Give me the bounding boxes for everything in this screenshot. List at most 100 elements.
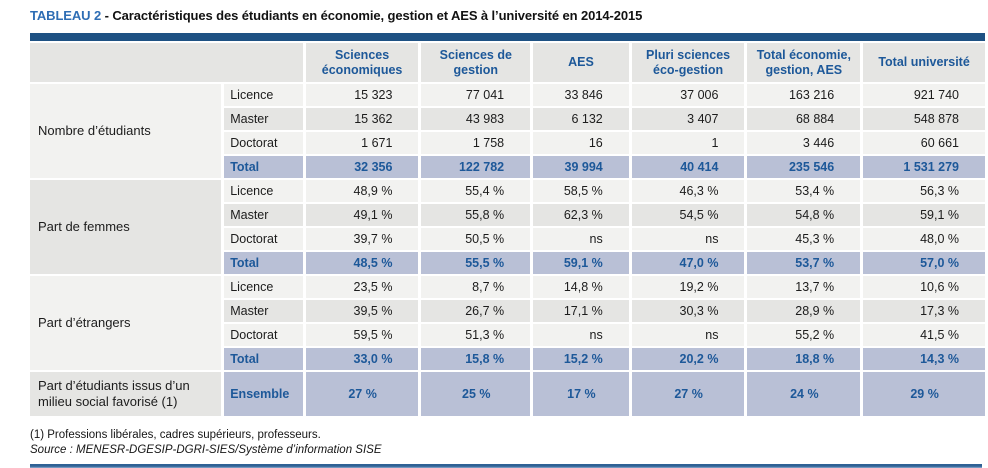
table-top-bar (30, 33, 985, 41)
column-header-aes: AES (533, 43, 629, 82)
value-cell: 122 782 (421, 156, 531, 178)
footnotes: (1) Professions libérales, cadres supéri… (30, 428, 988, 458)
value-cell: ns (533, 324, 629, 346)
value-cell: 15,2 % (533, 348, 629, 370)
value-cell: 55,8 % (421, 204, 531, 226)
row-label: Total (224, 348, 303, 370)
row-group-label: Part de femmes (30, 180, 222, 274)
value-cell: 56,3 % (863, 180, 985, 202)
row-label: Master (224, 108, 303, 130)
footnote-1: (1) Professions libérales, cadres supéri… (30, 429, 321, 441)
value-cell: 25 % (421, 372, 531, 416)
value-cell: 53,4 % (747, 180, 861, 202)
value-cell: ns (533, 228, 629, 250)
table-row: Part d’étrangers Licence 23,5 % 8,7 % 14,8 %… (30, 276, 985, 370)
value-cell: 16 (533, 132, 629, 154)
value-cell: 3 446 (747, 132, 861, 154)
value-cell: 33,0 % (305, 348, 419, 370)
value-cell: 18,8 % (747, 348, 861, 370)
row-label: Doctorat (224, 132, 303, 154)
value-cell: 19,2 % (631, 276, 745, 298)
row-group-label: Part d’étrangers (30, 276, 222, 370)
value-cell: 47,0 % (631, 252, 745, 274)
row-label: Ensemble (224, 372, 303, 416)
row-group-label: Part d’étudiants issus d’un milieu socia… (30, 372, 222, 416)
value-cell: 59,1 % (533, 252, 629, 274)
value-cell: 26,7 % (421, 300, 531, 322)
value-cell: 3 407 (631, 108, 745, 130)
value-cell: 55,4 % (421, 180, 531, 202)
value-cell: 17 % (533, 372, 629, 416)
value-cell: 37 006 (631, 84, 745, 106)
value-cell: 23,5 % (305, 276, 419, 298)
statistics-table: Sciences économiques Sciences de gestion… (27, 33, 988, 418)
row-label: Licence (224, 84, 303, 106)
value-cell: 51,3 % (421, 324, 531, 346)
bottom-rule (30, 463, 982, 468)
column-header-total-universite: Total université (863, 43, 985, 82)
row-label: Master (224, 300, 303, 322)
row-label: Master (224, 204, 303, 226)
value-cell: 1 531 279 (863, 156, 985, 178)
table-row-total: Total 48,5 % 55,5 % 59,1 % 47,0 % 53,7 % 57,0 … (30, 252, 985, 274)
column-header-pluri-sciences: Pluri sciences éco-gestion (631, 43, 745, 82)
row-label: Licence (224, 180, 303, 202)
value-cell: 50,5 % (421, 228, 531, 250)
value-cell: 39,5 % (305, 300, 419, 322)
value-cell: 548 878 (863, 108, 985, 130)
value-cell: 49,1 % (305, 204, 419, 226)
value-cell: 1 671 (305, 132, 419, 154)
value-cell: 62,3 % (533, 204, 629, 226)
table-number: TABLEAU 2 (30, 8, 102, 23)
value-cell: 33 846 (533, 84, 629, 106)
source-line: Source : MENESR-DGESIP-DGRI-SIES/Système… (30, 444, 382, 457)
value-cell: 53,7 % (747, 252, 861, 274)
value-cell: 48,0 % (863, 228, 985, 250)
row-label: Doctorat (224, 324, 303, 346)
value-cell: 58,5 % (533, 180, 629, 202)
table-row: Nombre d’étudiants Licence 15 323 77 041 33 … (30, 84, 985, 178)
row-label: Total (224, 252, 303, 274)
value-cell: 57,0 % (863, 252, 985, 274)
table-row: Master 39,5 % 26,7 % 17,1 % 30,3 % 28,9 % 17,3… (30, 300, 985, 322)
value-cell: 20,2 % (631, 348, 745, 370)
value-cell: 29 % (863, 372, 985, 416)
value-cell: 77 041 (421, 84, 531, 106)
row-label: Licence (224, 276, 303, 298)
value-cell: 1 758 (421, 132, 531, 154)
value-cell: 48,9 % (305, 180, 419, 202)
value-cell: 235 546 (747, 156, 861, 178)
column-header-sciences-gestion: Sciences de gestion (421, 43, 531, 82)
value-cell: 55,2 % (747, 324, 861, 346)
table-title-text: - Caractéristiques des étudiants en écon… (104, 8, 643, 23)
table-row: Part de femmes Licence 48,9 % 55,4 % 58,5 % 4… (30, 180, 985, 274)
value-cell: 6 132 (533, 108, 629, 130)
data-table: Sciences économiques Sciences de gestion… (27, 41, 988, 418)
value-cell: 48,5 % (305, 252, 419, 274)
value-cell: 28,9 % (747, 300, 861, 322)
row-group-label: Nombre d’étudiants (30, 84, 222, 178)
value-cell: 68 884 (747, 108, 861, 130)
value-cell: 60 661 (863, 132, 985, 154)
column-header-sciences-economiques: Sciences économiques (305, 43, 419, 82)
value-cell: ns (631, 228, 745, 250)
table-title: TABLEAU 2 - Caractéristiques des étudian… (30, 8, 988, 23)
value-cell: 55,5 % (421, 252, 531, 274)
value-cell: ns (631, 324, 745, 346)
value-cell: 921 740 (863, 84, 985, 106)
value-cell: 45,3 % (747, 228, 861, 250)
value-cell: 163 216 (747, 84, 861, 106)
value-cell: 15 323 (305, 84, 419, 106)
table-row: Doctorat 59,5 % 51,3 % ns ns 55,2 % 41,5 % (30, 324, 985, 346)
value-cell: 17,1 % (533, 300, 629, 322)
value-cell: 27 % (305, 372, 419, 416)
value-cell: 54,8 % (747, 204, 861, 226)
value-cell: 13,7 % (747, 276, 861, 298)
row-label: Total (224, 156, 303, 178)
value-cell: 14,8 % (533, 276, 629, 298)
table-row-total: Part d’étudiants issus d’un milieu socia… (30, 372, 985, 416)
value-cell: 59,5 % (305, 324, 419, 346)
value-cell: 32 356 (305, 156, 419, 178)
value-cell: 30,3 % (631, 300, 745, 322)
header-row: Sciences économiques Sciences de gestion… (30, 43, 985, 82)
